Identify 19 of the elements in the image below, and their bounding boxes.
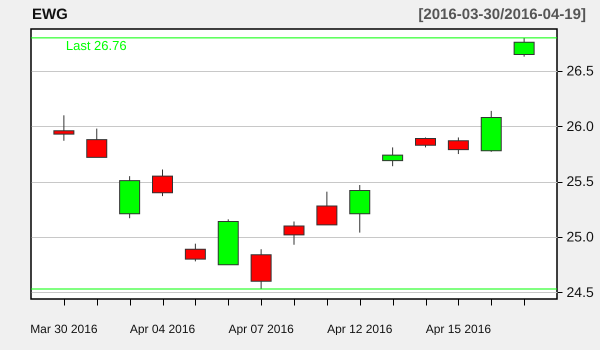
candlestick: [86, 128, 108, 158]
candlestick: [316, 191, 338, 226]
candlestick: [415, 136, 436, 148]
y-tick-label: 26.5: [566, 62, 594, 79]
candlestick: [184, 243, 206, 262]
candlestick: [284, 221, 304, 246]
y-tick-label: 24.5: [566, 284, 594, 300]
candlestick: [53, 114, 74, 142]
candlestick: [448, 136, 469, 155]
candlestick: [152, 169, 173, 197]
chart-subtitle: [2016-03-30/2016-04-19]: [418, 6, 586, 23]
y-tick-label: 25.0: [566, 228, 594, 245]
y-tick-label: 25.5: [566, 173, 594, 190]
candlestick: [382, 146, 404, 167]
x-tick-label: Mar 30 2016: [30, 322, 98, 336]
ref-line-label: Last 26.76: [66, 38, 127, 53]
y-tick-label: 26.0: [566, 118, 594, 134]
candlestick: [349, 184, 370, 234]
chart-title: EWG: [32, 6, 68, 23]
